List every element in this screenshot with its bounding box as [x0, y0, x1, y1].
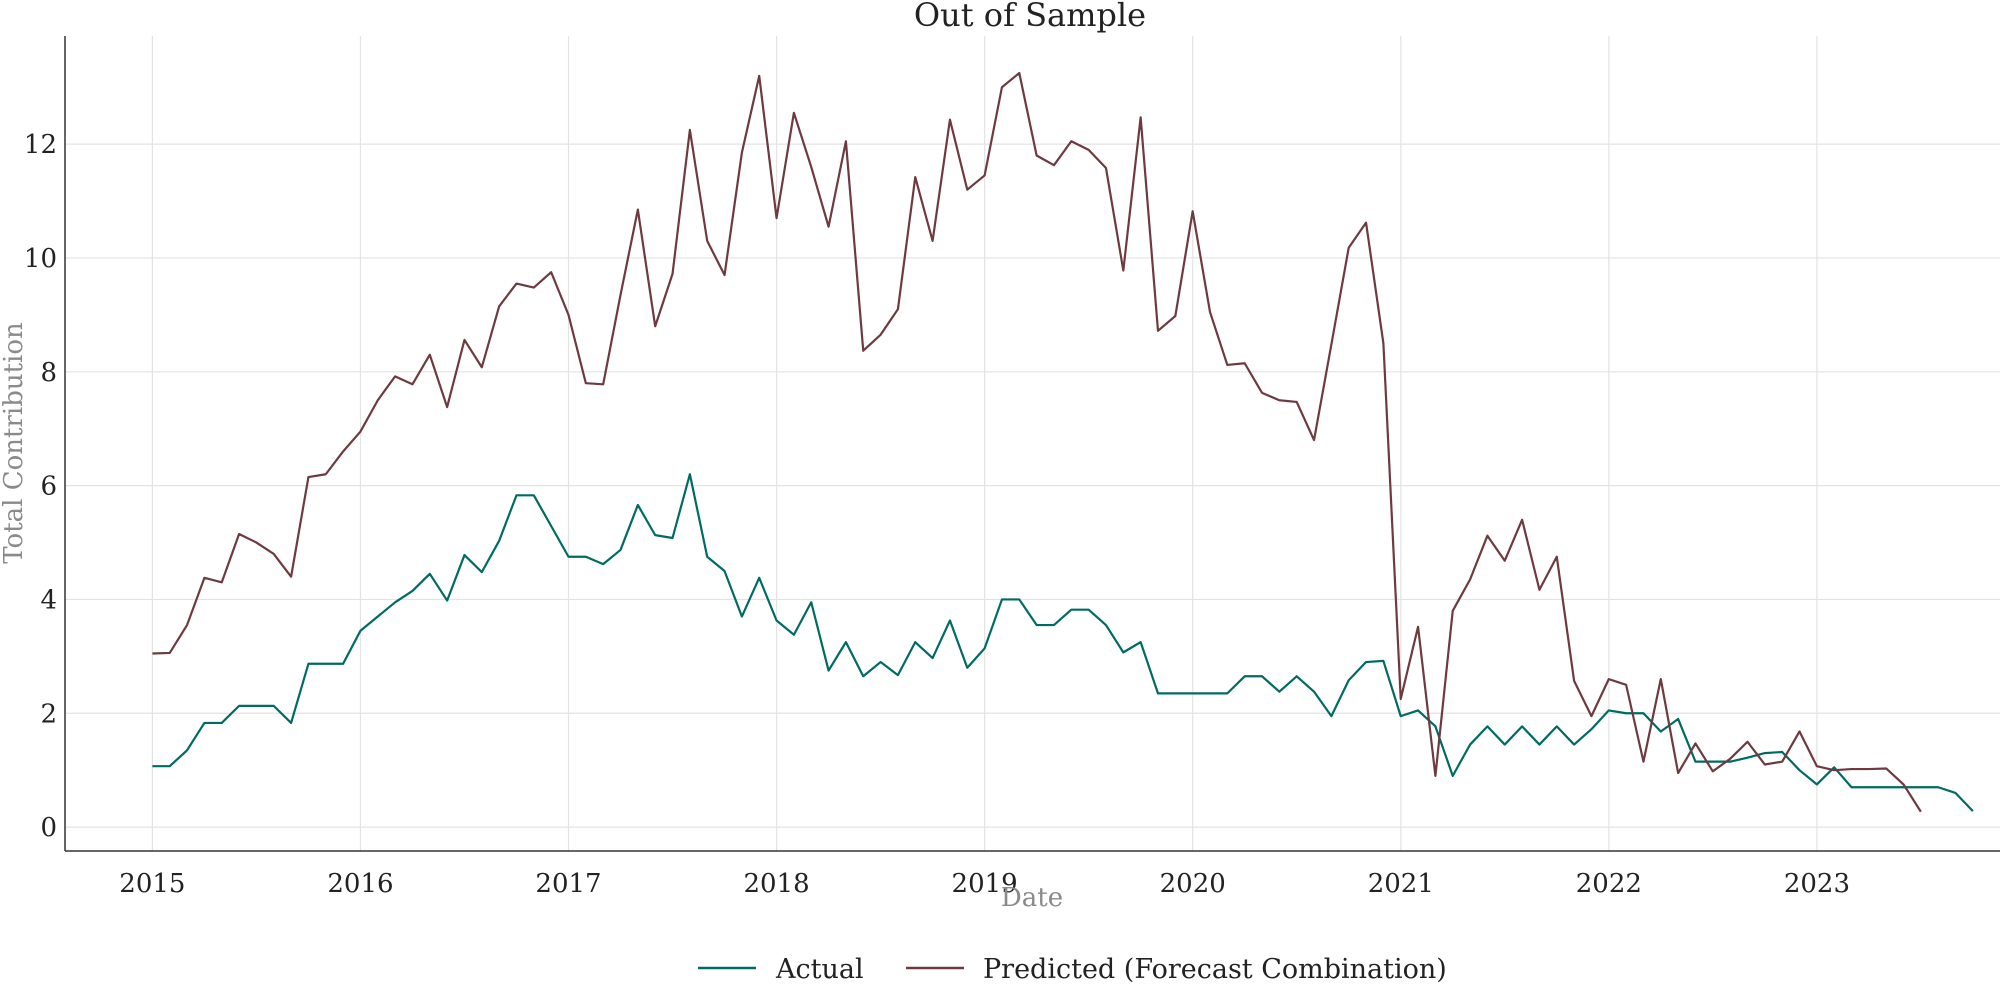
x-tick-labels: 2015 2016 2017 2018 2019 2020 2021 2022 2023: [119, 869, 1850, 899]
x-tick-label: 2023: [1784, 869, 1850, 899]
x-tick-label: 2016: [327, 869, 393, 899]
x-tick-label: 2019: [952, 869, 1018, 899]
series-line-actual: [152, 473, 1974, 812]
legend-label-actual: Actual: [775, 954, 864, 985]
y-tick-label: 12: [24, 130, 57, 160]
y-axis-title: Total Contribution: [0, 322, 29, 564]
y-tick-label: 0: [40, 813, 57, 843]
series-lines: [152, 71, 1974, 813]
axes: [64, 36, 2000, 852]
series-line-predicted: [152, 71, 1922, 813]
chart-title: Out of Sample: [914, 0, 1146, 34]
y-tick-label: 6: [40, 472, 57, 502]
x-axis-title: Date: [1001, 883, 1063, 913]
y-tick-label: 2: [40, 699, 57, 729]
x-tick-label: 2022: [1576, 869, 1642, 899]
y-tick-label: 8: [40, 358, 57, 388]
legend: Actual Predicted (Forecast Combination): [698, 954, 1447, 985]
y-tick-label: 4: [40, 585, 57, 615]
legend-label-predicted: Predicted (Forecast Combination): [983, 954, 1447, 985]
y-tick-label: 10: [24, 244, 57, 274]
x-tick-label: 2021: [1368, 869, 1434, 899]
y-tick-labels: 0 2 4 6 8 10 12: [24, 130, 57, 843]
grid: [65, 36, 2000, 851]
x-tick-label: 2018: [743, 869, 809, 899]
x-tick-label: 2017: [535, 869, 601, 899]
x-tick-label: 2020: [1160, 869, 1226, 899]
x-tick-label: 2015: [119, 869, 185, 899]
